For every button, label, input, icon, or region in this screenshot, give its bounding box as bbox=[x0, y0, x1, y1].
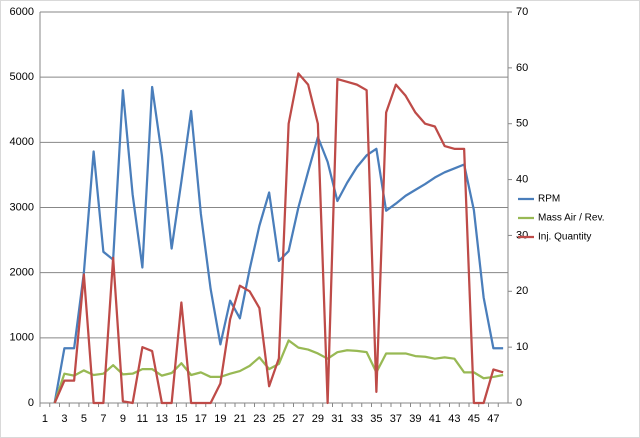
x-tick-label: 15 bbox=[175, 413, 187, 425]
y-tick-label: 0 bbox=[28, 397, 34, 409]
x-tick-label: 27 bbox=[292, 413, 304, 425]
y-tick-label: 6000 bbox=[10, 6, 34, 18]
x-tick-label: 17 bbox=[195, 413, 207, 425]
x-tick-label: 11 bbox=[137, 413, 148, 425]
x-tick-label: 3 bbox=[61, 413, 67, 425]
x-tick-label: 43 bbox=[448, 413, 460, 425]
x-tick-label: 35 bbox=[370, 413, 382, 425]
y-tick-label: 1000 bbox=[10, 332, 34, 344]
y2-tick-label: 70 bbox=[516, 6, 528, 18]
y2-tick-label: 50 bbox=[516, 118, 528, 130]
series-line bbox=[53, 339, 504, 404]
x-tick-label: 39 bbox=[409, 413, 421, 425]
x-tick-label: 41 bbox=[429, 413, 441, 425]
x-tick-label: 5 bbox=[81, 413, 87, 425]
x-tick-label: 7 bbox=[100, 413, 106, 425]
x-tick-label: 13 bbox=[156, 413, 168, 425]
x-tick-label: 21 bbox=[234, 413, 246, 425]
x-tick-label: 45 bbox=[468, 413, 480, 425]
x-tick-label: 47 bbox=[487, 413, 499, 425]
legend-label: Inj. Quantity bbox=[538, 232, 591, 243]
y-tick-label: 5000 bbox=[10, 71, 34, 83]
x-tick-label: 9 bbox=[120, 413, 126, 425]
y2-tick-label: 0 bbox=[516, 397, 522, 409]
x-tick-label: 19 bbox=[214, 413, 226, 425]
y-tick-label: 3000 bbox=[10, 201, 34, 213]
y2-tick-label: 30 bbox=[516, 229, 528, 241]
x-tick-label: 37 bbox=[390, 413, 402, 425]
y-tick-label: 4000 bbox=[10, 136, 34, 148]
x-tick-label: 29 bbox=[312, 413, 324, 425]
legend-label: RPM bbox=[538, 194, 560, 205]
series-line bbox=[53, 85, 504, 404]
x-tick-label: 25 bbox=[273, 413, 285, 425]
legend-label: Mass Air / Rev. bbox=[538, 213, 605, 224]
y2-tick-label: 10 bbox=[516, 341, 528, 353]
x-tick-label: 23 bbox=[253, 413, 265, 425]
y2-tick-label: 40 bbox=[516, 173, 528, 185]
x-tick-label: 31 bbox=[331, 413, 343, 425]
series-line bbox=[53, 72, 504, 405]
x-tick-label: 1 bbox=[42, 413, 48, 425]
x-tick-label: 33 bbox=[351, 413, 363, 425]
y2-tick-label: 60 bbox=[516, 62, 528, 74]
y2-tick-label: 20 bbox=[516, 285, 528, 297]
y-tick-label: 2000 bbox=[10, 267, 34, 279]
